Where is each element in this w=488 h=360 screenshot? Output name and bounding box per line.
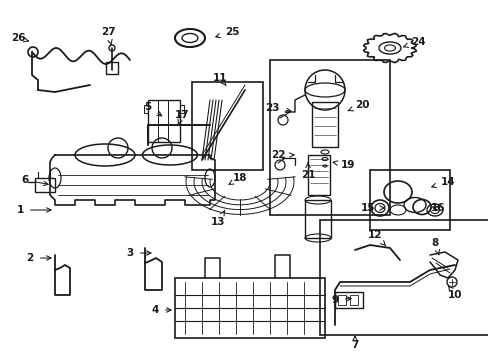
Bar [349, 295, 357, 305]
Text: 24: 24 [403, 37, 425, 48]
Text: 21: 21 [300, 163, 315, 180]
Text: 1: 1 [16, 205, 51, 215]
Text: 19: 19 [332, 160, 354, 170]
Text: 23: 23 [264, 103, 290, 113]
Text: 9: 9 [331, 295, 350, 305]
Bar [269, 60, 389, 215]
Text: 7: 7 [350, 336, 358, 350]
Text: 12: 12 [367, 230, 385, 246]
Bar [175, 278, 325, 338]
Text: 3: 3 [126, 248, 151, 258]
Text: 22: 22 [270, 150, 293, 160]
Text: 4: 4 [151, 305, 171, 315]
Text: 10: 10 [447, 286, 461, 300]
Text: 26: 26 [11, 33, 28, 43]
Text: 11: 11 [212, 73, 227, 86]
Bar [305, 200, 330, 238]
Text: 25: 25 [215, 27, 239, 38]
Text: 8: 8 [430, 238, 439, 255]
Text: 20: 20 [347, 100, 368, 111]
Text: 16: 16 [430, 203, 445, 213]
Bar [311, 102, 337, 147]
Bar [180, 105, 183, 113]
Bar [307, 155, 329, 195]
Bar [143, 105, 148, 113]
Text: 18: 18 [228, 173, 247, 184]
Bar [337, 295, 346, 305]
Bar [35, 178, 55, 192]
Text: 17: 17 [174, 110, 189, 124]
Bar [334, 292, 362, 308]
Text: 5: 5 [144, 102, 162, 116]
Text: 6: 6 [21, 175, 48, 186]
Text: 13: 13 [210, 211, 225, 227]
Bar [106, 62, 118, 74]
Text: 2: 2 [26, 253, 51, 263]
Text: 27: 27 [101, 27, 115, 44]
Bar [369, 170, 449, 230]
Bar [319, 220, 488, 335]
Bar [148, 100, 180, 142]
Text: 14: 14 [431, 177, 454, 188]
Bar [192, 82, 263, 170]
Text: 15: 15 [360, 203, 383, 213]
